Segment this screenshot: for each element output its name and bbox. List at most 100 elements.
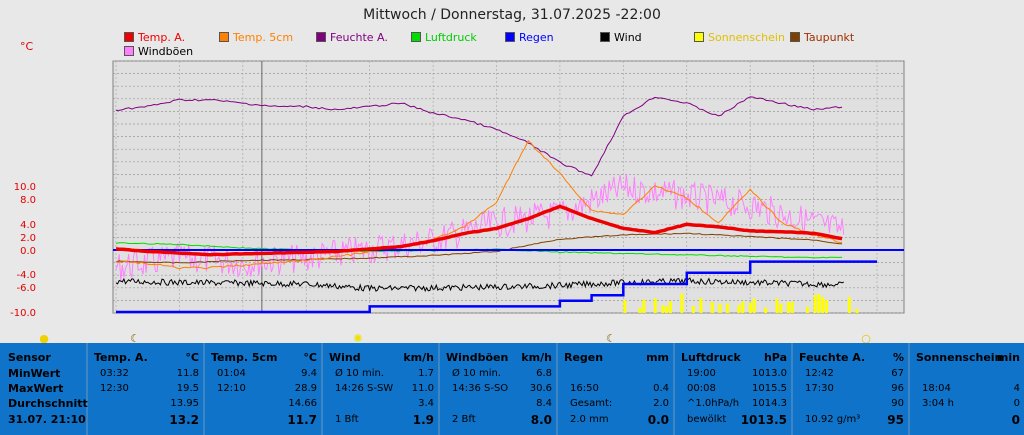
series-line bbox=[115, 277, 844, 293]
column-header: Luftdruck bbox=[681, 351, 741, 364]
sunshine-bar bbox=[752, 298, 756, 313]
cell-value: 8.4 bbox=[536, 398, 552, 409]
column-header: Temp. A. bbox=[94, 351, 148, 364]
cell-value: 6.8 bbox=[536, 368, 552, 379]
cell-value: 11.7 bbox=[287, 413, 317, 427]
cell-label: 10.92 g/m³ bbox=[805, 414, 861, 425]
series-line bbox=[115, 139, 843, 270]
sunshine-bar bbox=[653, 298, 657, 313]
legend-swatch bbox=[790, 32, 800, 42]
row-label: MaxWert bbox=[8, 382, 64, 395]
row-label: 31.07. 21:10 bbox=[8, 413, 86, 426]
legend-swatch bbox=[411, 32, 421, 42]
cell-label: 12:30 bbox=[100, 383, 129, 394]
sunshine-bar bbox=[805, 306, 809, 313]
column-unit: °C bbox=[185, 351, 199, 364]
sunshine-bar bbox=[779, 303, 783, 313]
cell-label: 16:50 bbox=[570, 383, 599, 394]
legend-item: Luftdruck bbox=[411, 31, 477, 44]
legend-item: Wind bbox=[600, 31, 642, 44]
cell-label: ^1.0hPa/h bbox=[687, 398, 740, 409]
cell-label: 03:32 bbox=[100, 368, 129, 379]
cell-value: 90 bbox=[891, 398, 904, 409]
cell-label: 12:42 bbox=[805, 368, 834, 379]
sunshine-bar bbox=[813, 295, 817, 313]
sunshine-bar bbox=[623, 300, 627, 313]
legend-label: Wind bbox=[614, 31, 642, 44]
cell-label: 19:00 bbox=[687, 368, 716, 379]
cell-value: 1.9 bbox=[412, 413, 434, 427]
cell-value: 0.0 bbox=[647, 413, 669, 427]
cell-value: 0 bbox=[1013, 398, 1020, 409]
legend-label: Sonnenschein bbox=[708, 31, 785, 44]
chart-title: Mittwoch / Donnerstag, 31.07.2025 -22:00 bbox=[363, 7, 661, 23]
legend-label: Luftdruck bbox=[425, 31, 477, 44]
table-column: Wind km/h Ø 10 min. 1.7 14:26 S-SW 11.0 3.4 1 B… bbox=[323, 343, 438, 435]
legend-swatch bbox=[124, 46, 134, 56]
table-column: Temp. A. °C 03:32 11.8 12:30 19.5 13.95 13.2 bbox=[88, 343, 203, 435]
cell-value: 1.7 bbox=[418, 368, 434, 379]
cell-value: 14.66 bbox=[288, 398, 317, 409]
column-unit: hPa bbox=[763, 351, 787, 364]
cell-value: 9.4 bbox=[301, 368, 317, 379]
sunshine-bar bbox=[790, 301, 794, 313]
sunshine-bar bbox=[775, 298, 779, 313]
column-header: Regen bbox=[564, 351, 604, 364]
moon-icon: ☾ bbox=[606, 332, 616, 343]
cell-value: 67 bbox=[891, 368, 904, 379]
moon-icon: ☾ bbox=[130, 332, 140, 343]
y-tick-label: -4.0 bbox=[16, 270, 36, 281]
sunshine-bar bbox=[691, 305, 695, 313]
column-unit: km/h bbox=[521, 351, 552, 364]
cell-label: 1 Bft bbox=[335, 414, 359, 425]
legend-item: Sonnenschein bbox=[694, 31, 785, 44]
table-column: Sensor MinWert MaxWert Durchschnitt 31.07. 2… bbox=[0, 343, 88, 435]
sunshine-bar bbox=[718, 303, 722, 313]
legend-swatch bbox=[124, 32, 134, 42]
cell-label: bewölkt bbox=[687, 414, 727, 425]
sunshine-bar bbox=[764, 307, 768, 313]
cell-label: 14:26 S-SW bbox=[335, 383, 394, 394]
cell-label: 2.0 mm bbox=[570, 414, 609, 425]
series-line bbox=[115, 232, 843, 264]
sunshine-bar bbox=[665, 306, 669, 313]
cell-value: 96 bbox=[891, 383, 904, 394]
table-column: Temp. 5cm °C 01:04 9.4 12:10 28.9 14.66 11.7 bbox=[205, 343, 321, 435]
cell-label: 17:30 bbox=[805, 383, 834, 394]
cell-label: 18:04 bbox=[922, 383, 951, 394]
cell-label: Ø 10 min. bbox=[452, 368, 501, 379]
cell-value: 0 bbox=[1011, 413, 1020, 427]
cell-value: 0.4 bbox=[653, 383, 669, 394]
cell-value: 1013.5 bbox=[740, 413, 787, 427]
series-line bbox=[116, 260, 877, 314]
cell-label: 12:10 bbox=[217, 383, 246, 394]
legend-swatch bbox=[505, 32, 515, 42]
column-unit: min bbox=[996, 351, 1020, 364]
summary-table: Sensor MinWert MaxWert Durchschnitt 31.07. 2… bbox=[0, 343, 1024, 435]
legend-label: Temp. 5cm bbox=[233, 31, 294, 44]
legend-swatch bbox=[694, 32, 704, 42]
sun-icon: ● bbox=[39, 332, 49, 343]
column-header: Sensor bbox=[8, 351, 51, 364]
sunshine-bar bbox=[680, 293, 684, 313]
series-line bbox=[115, 204, 843, 257]
sunshine-bar bbox=[668, 301, 672, 313]
sunshine-bar bbox=[661, 305, 665, 313]
row-label: MinWert bbox=[8, 367, 61, 380]
sunshine-bar bbox=[817, 294, 821, 313]
y-tick-label: 2.0 bbox=[20, 233, 36, 244]
sunset-icon: ○ bbox=[861, 332, 871, 343]
cell-value: 28.9 bbox=[294, 383, 317, 394]
legend-label: Taupunkt bbox=[804, 31, 855, 44]
cell-label: 00:08 bbox=[687, 383, 716, 394]
table-column: Feuchte A.% 12:42 67 17:30 96 90 10.92 g/m³ 95 bbox=[793, 343, 908, 435]
cell-label: Ø 10 min. bbox=[335, 368, 384, 379]
y-tick-label: -10.0 bbox=[10, 308, 36, 319]
cell-value: 1014.3 bbox=[752, 398, 787, 409]
y-tick-label: 8.0 bbox=[20, 195, 36, 206]
column-unit: °C bbox=[303, 351, 317, 364]
cell-value: 13.2 bbox=[169, 413, 199, 427]
sunshine-bar bbox=[748, 302, 752, 313]
cell-value: 30.6 bbox=[529, 383, 552, 394]
cell-label: 14:36 S-SO bbox=[452, 383, 509, 394]
